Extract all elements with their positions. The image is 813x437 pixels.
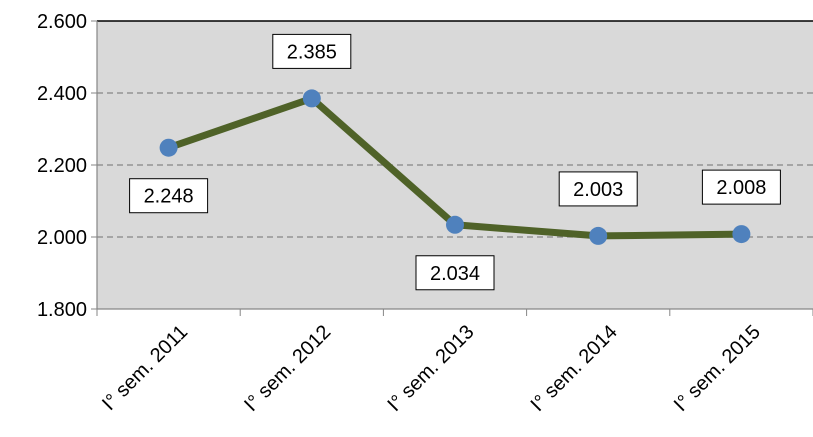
data-label-box <box>129 178 209 214</box>
y-tick-label: 2.200 <box>37 155 87 177</box>
x-tick-label: I° sem. 2014 <box>527 321 622 416</box>
data-point <box>159 138 178 157</box>
data-label-text: 2.008 <box>716 177 766 199</box>
data-point <box>446 215 464 234</box>
y-tick-label: 2.600 <box>37 11 87 33</box>
data-label-text: 2.034 <box>430 263 480 285</box>
x-tick-label: I° sem. 2012 <box>240 321 335 416</box>
data-point <box>732 225 751 244</box>
data-label: 2.248 <box>129 178 209 214</box>
data-label-box <box>701 169 781 205</box>
data-label: 2.034 <box>415 255 495 291</box>
y-tick-label: 2.400 <box>37 83 87 105</box>
data-label-text: 2.248 <box>144 186 194 208</box>
data-label-box <box>558 171 638 207</box>
x-tick-label: I° sem. 2013 <box>383 321 478 416</box>
data-label-text: 2.003 <box>573 179 623 201</box>
data-point <box>302 89 321 108</box>
y-tick-label: 2.000 <box>37 227 87 249</box>
y-tick-label: 1.800 <box>37 299 87 321</box>
data-labels: 2.248 2.385 2.034 2.003 2.008 <box>129 33 781 291</box>
data-point <box>589 226 608 245</box>
data-label: 2.003 <box>558 171 638 207</box>
data-label: 2.385 <box>272 33 352 69</box>
x-tick-label: I° sem. 2015 <box>670 321 765 416</box>
data-label-box <box>415 255 495 291</box>
series <box>159 89 751 245</box>
data-label: 2.008 <box>701 169 781 205</box>
data-label-box <box>272 33 352 69</box>
data-label-text: 2.385 <box>287 41 337 63</box>
x-tick-label: I° sem. 2011 <box>98 321 192 415</box>
